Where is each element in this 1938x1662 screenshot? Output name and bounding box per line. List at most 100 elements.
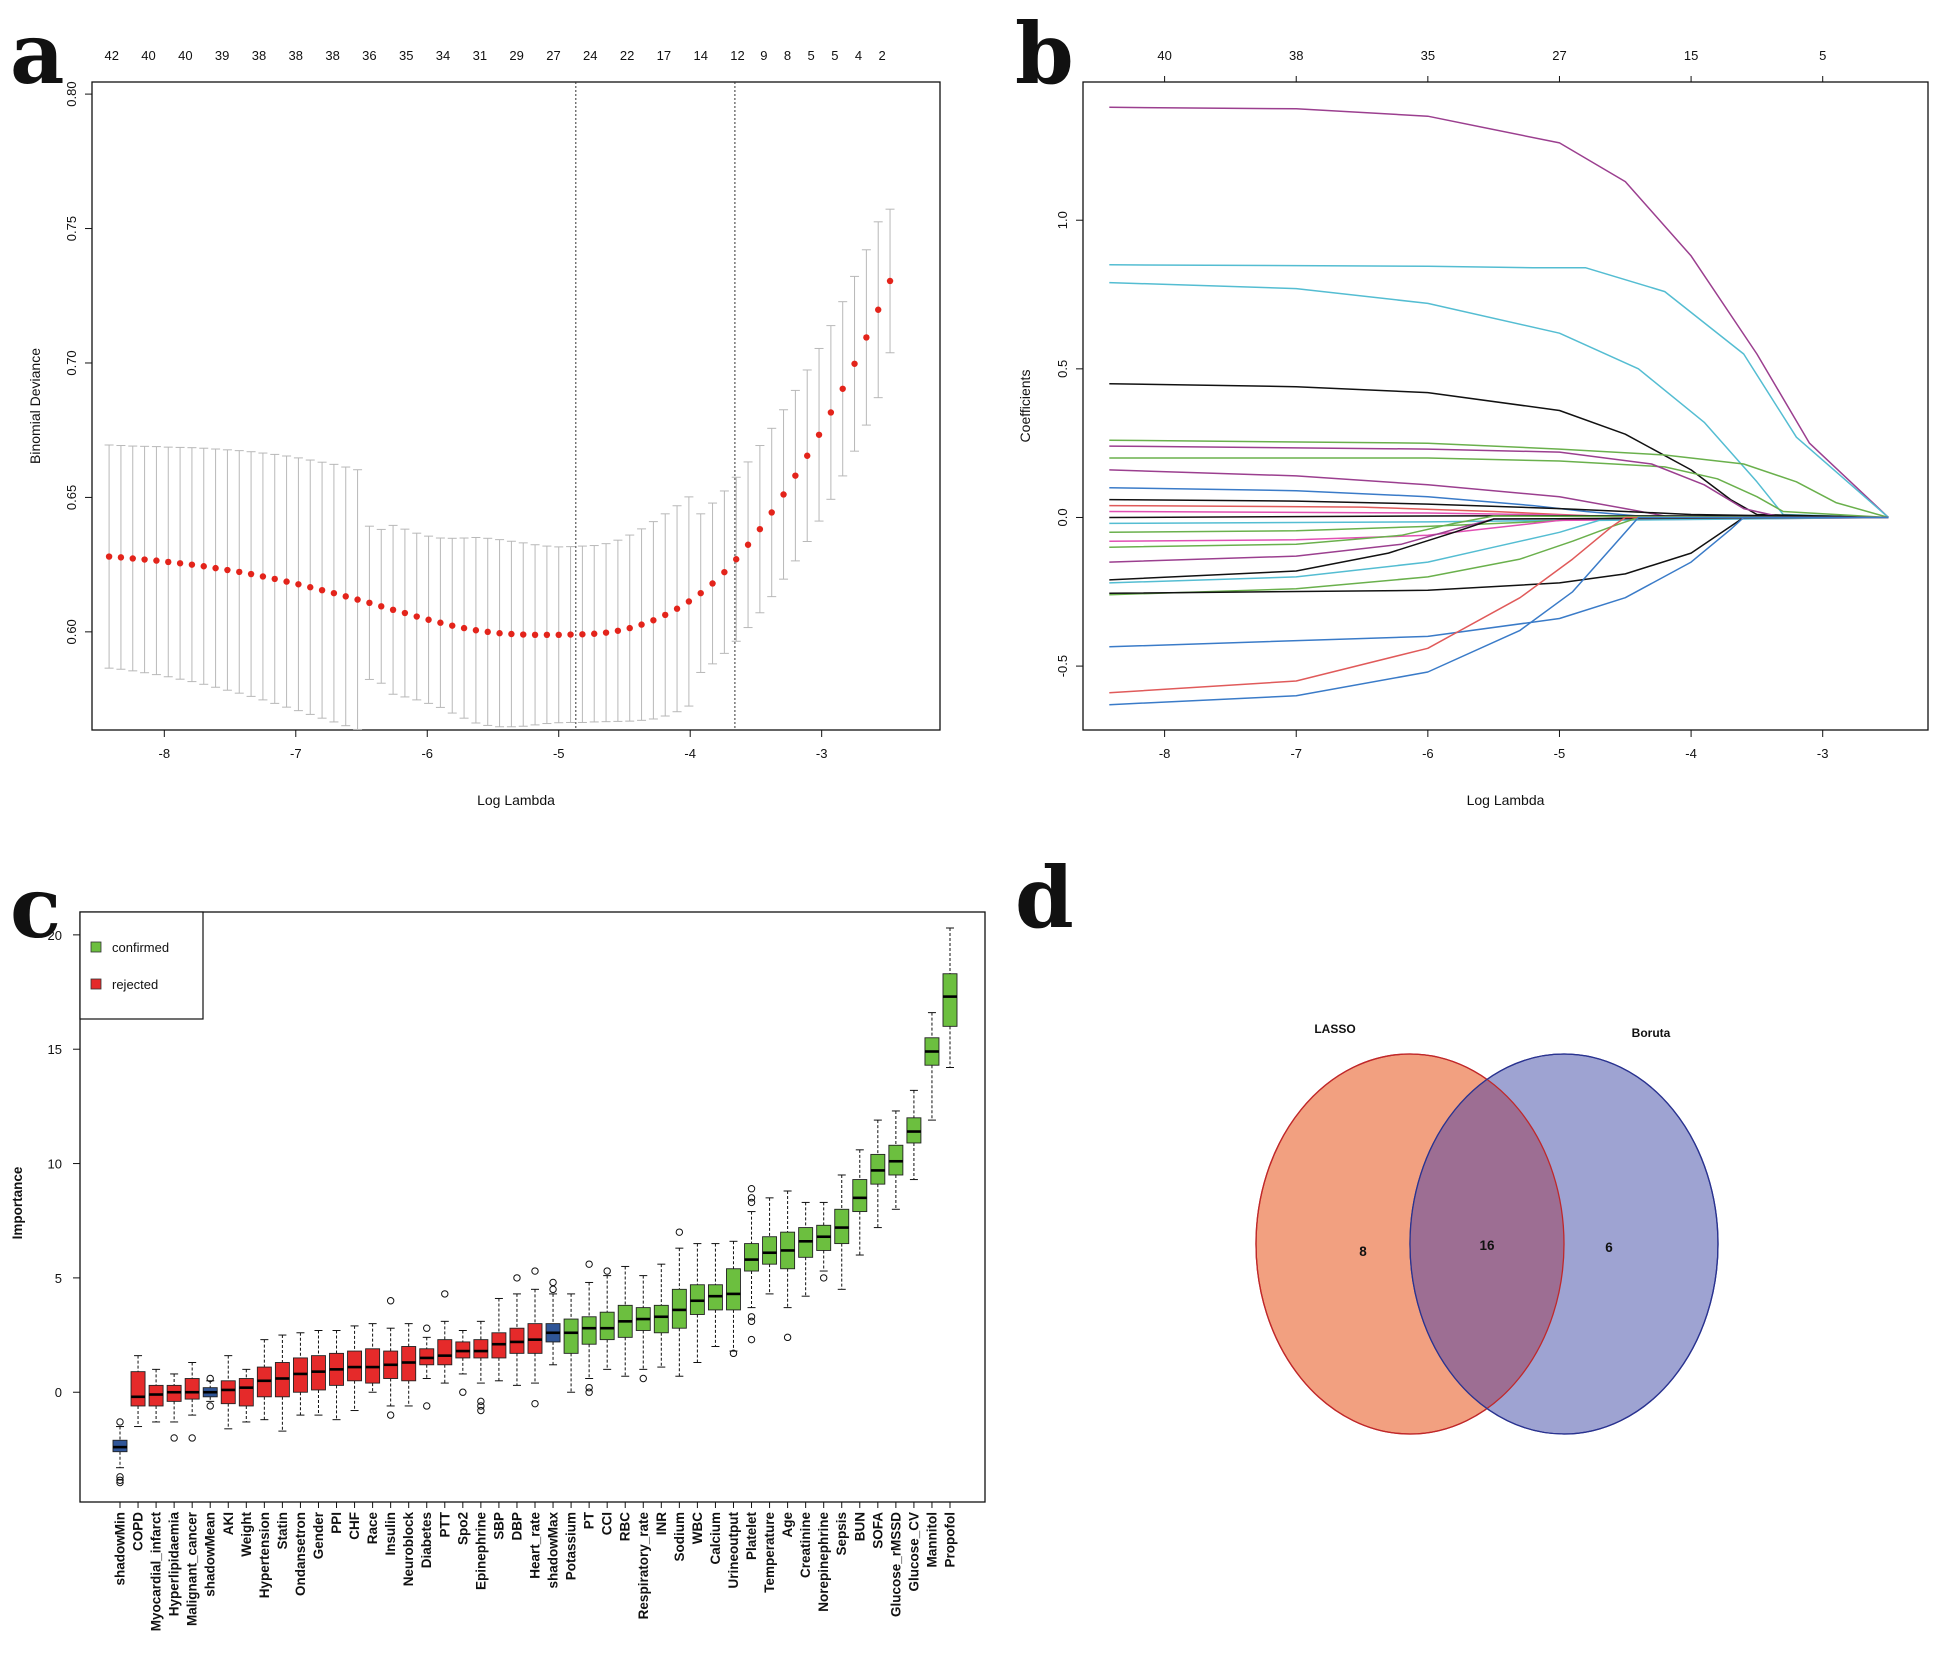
panel-a-deviance-point [827,409,835,416]
panel-c-outlier [441,1290,449,1298]
panel-a-top-count-label: 40 [141,48,155,63]
panel-a-top-count-label: 38 [252,48,266,63]
panel-c-outlier [747,1194,756,1202]
panel-a-deviance-point [579,631,586,638]
panel-c-category-label: Heart_rate [528,1512,543,1579]
panel-c-category-label: Propofol [943,1512,958,1568]
panel-c-box-Malignant_cancer [184,1378,200,1400]
panel-a-deviance-point [425,616,432,623]
panel-a-top-count-label: 2 [879,48,886,63]
panel-a-y-tick-label: 0.80 [64,81,79,106]
panel-a-deviance-point [176,560,184,567]
panel-c-outlier [116,1418,124,1426]
panel-a-top-count-label: 40 [178,48,192,63]
panel-a-deviance-point [614,627,622,634]
panel-a-deviance-point [236,568,243,576]
panel-a-x-tick-label: -5 [553,746,565,761]
panel-b-top-count-label: 27 [1552,48,1566,63]
panel-c-category-label: Potassium [564,1512,579,1580]
panel-c-category-label: Hypertension [257,1512,272,1598]
panel-a-top-count-label: 17 [657,48,671,63]
panel-b-coefficient-path [1109,515,1889,548]
panel-b-coefficient-path [1109,516,1889,706]
panel-a-deviance-point [378,603,385,610]
panel-c-category-label: INR [654,1512,669,1536]
panel-c-category-label: Mannitol [924,1512,939,1568]
panel-c-category-label: Myocardial_infarct [149,1512,164,1632]
panel-c-outlier [386,1297,395,1305]
panel-c-category-label: Temperature [762,1512,777,1593]
panel-b-coefficient-path [1109,469,1889,519]
panel-c-outlier [477,1402,485,1410]
panel-a-deviance-point [295,581,302,588]
panel-c-outlier [747,1198,756,1207]
panel-c-category-label: Hyperlipidaemia [167,1512,182,1617]
panel-c-category-label: PT [582,1511,597,1529]
panel-c-label: c [10,858,61,957]
panel-c-outlier [549,1285,557,1294]
panel-c-category-label: Ondansetron [293,1512,308,1596]
panel-c-outlier [549,1278,557,1287]
panel-c-box-PT [581,1316,597,1345]
panel-a-deviance-point [626,624,633,632]
panel-b-y-tick-label: 1.0 [1055,211,1070,229]
panel-c-category-label: Norepinephrine [816,1512,831,1612]
panel-c-category-label: DBP [509,1512,524,1541]
panel-a-x-tick-label: -8 [159,746,171,761]
panel-b-coefficient-path [1109,516,1889,595]
panel-a-deviance-point [141,556,148,563]
panel-a-deviance-point [200,563,207,570]
panel-c-box-Temperature [762,1236,778,1265]
panel-a-deviance-point [271,575,278,583]
panel-a-deviance-point [129,555,136,562]
panel-a-top-count-label: 31 [473,48,487,63]
panel-c-y-tick-label: 15 [48,1042,62,1057]
panel-a-deviance-point [437,619,444,626]
panel-a-y-tick-label: 0.70 [64,350,79,375]
panel-a-deviance-point [165,558,172,566]
panel-a-y-tick-label: 0.60 [64,619,79,644]
panel-c-category-label: shadowMax [546,1512,561,1589]
panel-b-x-tick-label: -8 [1159,746,1171,761]
panel-c-category-label: COPD [131,1512,146,1551]
panel-a-deviance-point [685,598,693,605]
panel-b-coefficient-path [1109,516,1889,596]
panel-a-deviance-point [768,509,775,516]
panel-a-deviance-point [744,541,752,548]
panel-a-deviance-point [389,606,397,614]
panel-b-coefficient-path [1109,516,1889,648]
panel-c-category-label: RBC [618,1512,633,1541]
panel-a-top-count-label: 14 [693,48,707,63]
panel-b-x-tick-label: -3 [1817,746,1829,761]
panel-c-plot-frame [79,911,986,1503]
panel-a-deviance-point [283,578,290,585]
panel-a-top-count-label: 5 [808,48,815,63]
panel-c-category-label: Creatinine [798,1512,813,1579]
panel-c-category-label: Sepsis [834,1512,849,1556]
panel-c-box-Platelet [744,1243,759,1272]
panel-a-deviance-point [567,631,574,638]
panel-c-outlier [188,1434,196,1442]
panel-c-category-label: Platelet [744,1512,759,1561]
panel-a-deviance-point [839,385,846,392]
panel-a-deviance-point [354,596,361,603]
panel-c-legend-label-confirmed: confirmed [112,940,169,955]
panel-b-coefficient-path [1109,486,1889,519]
venn-boruta-only-count: 6 [1605,1240,1613,1255]
panel-c-outlier [170,1434,178,1442]
venn-lasso-label: LASSO [1314,1022,1355,1036]
panel-a-deviance-point [531,631,539,639]
panel-c-outlier [675,1228,684,1236]
panel-b-coefficient-path [1109,498,1889,519]
panel-c-category-label: Glucose_CV [906,1512,921,1592]
panel-a-plot-frame [91,81,941,731]
panel-c-y-axis-label: Importance [10,1166,25,1239]
panel-a-deviance-point [756,525,764,533]
panel-c-outlier [603,1267,611,1275]
panel-c-outlier [639,1374,647,1383]
panel-c-category-label: Respiratory_rate [636,1512,651,1620]
panel-b-y-tick-label: -0.5 [1055,655,1070,677]
panel-a-deviance-point [863,334,870,341]
panel-c-outlier [206,1374,214,1383]
panel-c-box-Epinephrine [473,1339,489,1359]
